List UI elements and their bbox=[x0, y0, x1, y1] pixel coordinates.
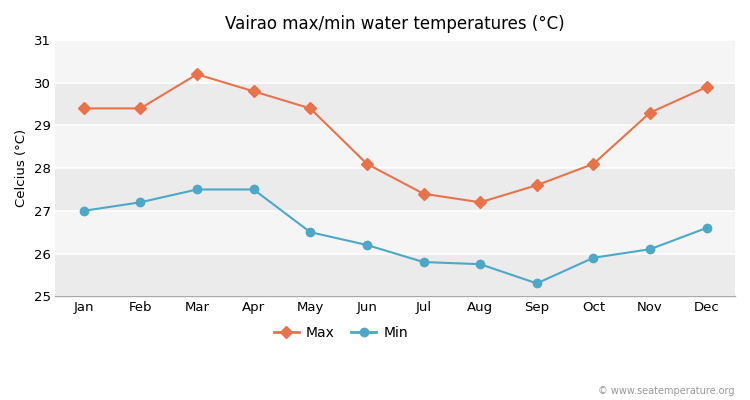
Max bbox=[136, 106, 145, 111]
Min bbox=[702, 226, 711, 230]
Min bbox=[80, 208, 88, 213]
Max bbox=[306, 106, 315, 111]
Min bbox=[589, 255, 598, 260]
Bar bbox=[56, 83, 735, 126]
Min bbox=[193, 187, 202, 192]
Max bbox=[249, 89, 258, 94]
Bar bbox=[56, 211, 735, 254]
Min bbox=[362, 242, 371, 247]
Max bbox=[193, 72, 202, 77]
Y-axis label: Celcius (°C): Celcius (°C) bbox=[15, 129, 28, 207]
Min bbox=[646, 247, 655, 252]
Min bbox=[419, 260, 428, 264]
Max bbox=[702, 85, 711, 90]
Min bbox=[249, 187, 258, 192]
Min bbox=[476, 262, 484, 266]
Bar bbox=[56, 40, 735, 83]
Max bbox=[589, 162, 598, 166]
Min bbox=[136, 200, 145, 205]
Max bbox=[532, 183, 542, 188]
Max bbox=[362, 162, 371, 166]
Bar bbox=[56, 168, 735, 211]
Min bbox=[306, 230, 315, 234]
Max bbox=[419, 191, 428, 196]
Text: © www.seatemperature.org: © www.seatemperature.org bbox=[598, 386, 735, 396]
Line: Max: Max bbox=[80, 70, 711, 206]
Legend: Max, Min: Max, Min bbox=[268, 320, 413, 346]
Max bbox=[646, 110, 655, 115]
Bar bbox=[56, 126, 735, 168]
Max bbox=[476, 200, 484, 205]
Line: Min: Min bbox=[80, 185, 711, 288]
Title: Vairao max/min water temperatures (°C): Vairao max/min water temperatures (°C) bbox=[226, 15, 565, 33]
Min bbox=[532, 281, 542, 286]
Bar bbox=[56, 254, 735, 296]
Max bbox=[80, 106, 88, 111]
